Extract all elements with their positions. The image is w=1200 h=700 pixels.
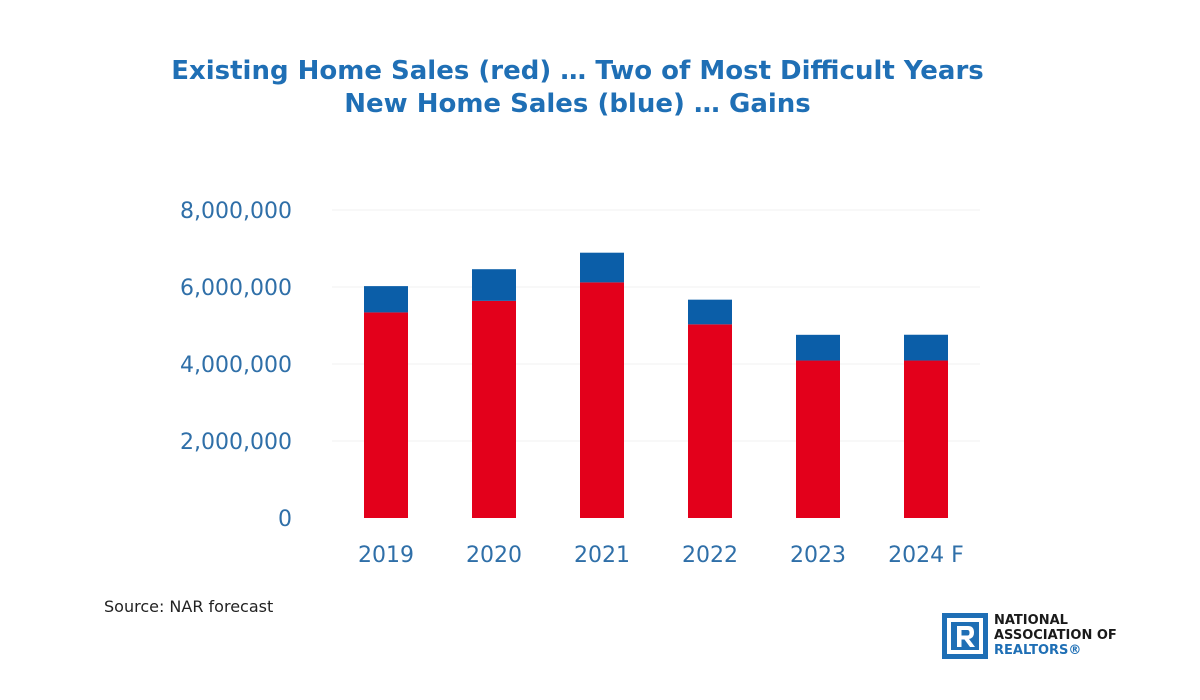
bar-existing-home-sales	[688, 324, 732, 518]
realtor-r-logo-icon	[942, 613, 988, 659]
bars	[364, 252, 948, 518]
x-category-label: 2023	[790, 543, 846, 568]
y-axis-tick-labels: 0 2,000,000 4,000,000 6,000,000 8,000,000	[180, 199, 292, 532]
bar-existing-home-sales	[364, 312, 408, 518]
nar-logo-text: NATIONAL ASSOCIATION OF REALTORS®	[994, 613, 1117, 658]
x-axis-category-labels: 2019 2020 2021 2022 2023 2024 F	[358, 543, 964, 568]
x-category-label: 2024 F	[888, 543, 964, 568]
bar-new-home-sales	[472, 269, 516, 301]
bar-existing-home-sales	[472, 300, 516, 518]
bar-new-home-sales	[796, 334, 840, 361]
bar-new-home-sales	[688, 299, 732, 325]
y-tick-label: 0	[278, 507, 292, 532]
bar-existing-home-sales	[904, 360, 948, 518]
logo-line-3: REALTORS®	[994, 643, 1082, 658]
gridlines	[332, 209, 980, 442]
x-category-label: 2021	[574, 543, 630, 568]
nar-logo: NATIONAL ASSOCIATION OF REALTORS®	[942, 613, 1152, 663]
bar-new-home-sales	[904, 334, 948, 361]
x-category-label: 2022	[682, 543, 738, 568]
y-tick-label: 2,000,000	[180, 430, 292, 455]
chart-title-line-2: New Home Sales (blue) … Gains	[344, 89, 811, 119]
logo-line-1: NATIONAL	[994, 613, 1068, 628]
logo-line-2: ASSOCIATION OF	[994, 628, 1117, 643]
bar-new-home-sales	[364, 286, 408, 313]
x-category-label: 2020	[466, 543, 522, 568]
bar-existing-home-sales	[796, 360, 840, 518]
chart-title-line-1: Existing Home Sales (red) … Two of Most …	[171, 56, 984, 86]
bar-existing-home-sales	[580, 282, 624, 518]
x-category-label: 2019	[358, 543, 414, 568]
bar-new-home-sales	[580, 252, 624, 283]
y-tick-label: 4,000,000	[180, 353, 292, 378]
y-tick-label: 8,000,000	[180, 199, 292, 224]
source-note: Source: NAR forecast	[104, 597, 274, 616]
y-tick-label: 6,000,000	[180, 276, 292, 301]
